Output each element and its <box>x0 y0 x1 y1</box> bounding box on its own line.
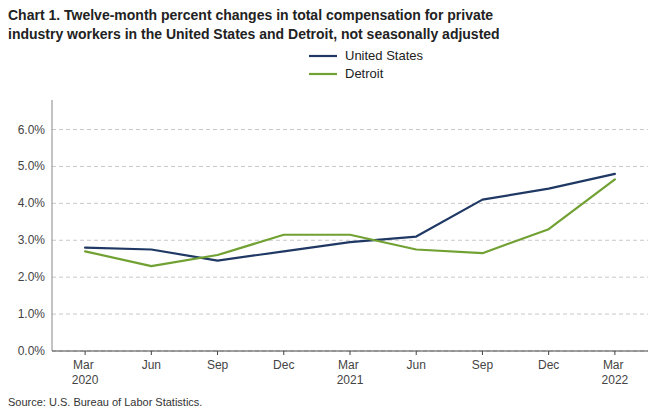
x-tick-label: Sep <box>207 358 229 372</box>
legend-label: United States <box>345 48 424 63</box>
y-tick-label: 5.0% <box>18 159 46 173</box>
series-line <box>85 174 615 261</box>
grid-line <box>52 203 648 204</box>
legend-swatch <box>309 55 337 57</box>
x-tick <box>85 351 86 355</box>
x-tick <box>548 351 549 355</box>
x-tick-label: Sep <box>472 358 494 372</box>
x-tick <box>416 351 417 355</box>
grid <box>52 130 648 351</box>
x-tick <box>217 351 218 355</box>
y-tick-label: 0.0% <box>18 344 46 358</box>
legend: United States Detroit <box>309 48 424 81</box>
title: Chart 1. Twelve-month percent changes in… <box>8 7 493 23</box>
grid-line <box>52 277 648 278</box>
legend-label: Detroit <box>345 66 384 81</box>
x-tick <box>350 351 351 355</box>
y-tick-label: 2.0% <box>18 270 46 284</box>
series-group <box>85 174 615 266</box>
grid-line <box>52 166 648 167</box>
source: Source: U.S. Bureau of Labor Statistics. <box>8 396 202 408</box>
y-tick-label: 3.0% <box>18 233 46 247</box>
grid-line <box>52 314 648 315</box>
x-tick-label: Mar 2021 <box>337 358 364 387</box>
series-line <box>85 179 615 266</box>
x-tick-label: Mar 2020 <box>72 358 99 387</box>
grid-line <box>52 129 648 130</box>
x-tick-label: Jun <box>142 358 161 372</box>
x-tick-label: Dec <box>538 358 559 372</box>
x-tick-label: Jun <box>407 358 426 372</box>
y-tick-label: 4.0% <box>18 196 46 210</box>
subtitle: industry workers in the United States an… <box>8 26 500 42</box>
x-tick <box>482 351 483 355</box>
grid-line <box>52 240 648 241</box>
y-tick-label: 1.0% <box>18 307 46 321</box>
x-tick-label: Mar 2022 <box>602 358 629 387</box>
x-tick <box>614 351 615 355</box>
legend-swatch <box>309 73 337 75</box>
x-tick-label: Dec <box>273 358 294 372</box>
y-tick-label: 6.0% <box>18 123 46 137</box>
chart: Chart 1. Twelve-month percent changes in… <box>0 0 666 413</box>
y-axis-line <box>52 100 53 351</box>
x-tick <box>151 351 152 355</box>
x-tick <box>283 351 284 355</box>
